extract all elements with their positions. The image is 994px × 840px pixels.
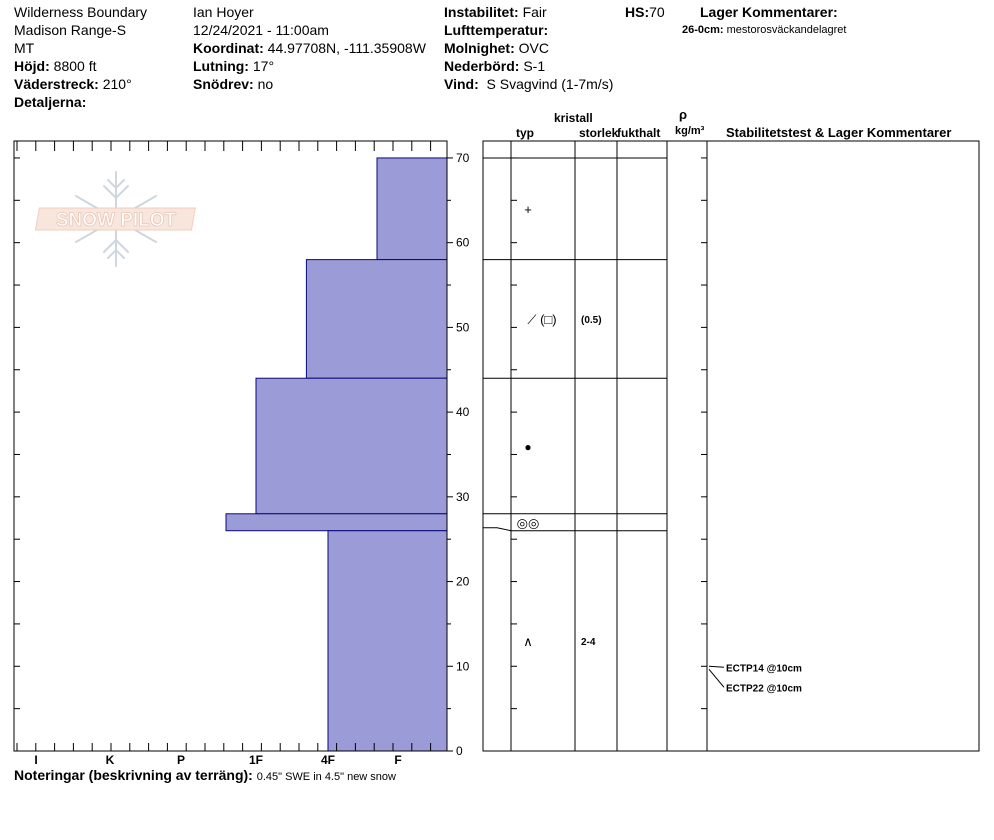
hs-label: HS: <box>625 4 650 20</box>
hardness-tick-label: I <box>34 753 37 767</box>
slope-label: Lutning: <box>193 58 249 74</box>
stability-test-label: ECTP22 @10cm <box>726 683 802 694</box>
instability-label: Instabilitet: <box>444 4 519 20</box>
grain-type-symbol: ⟋ (□) <box>527 312 556 327</box>
hardness-bar <box>225 513 448 532</box>
hardness-frame <box>13 140 448 752</box>
stability-test-label: ECTP14 @10cm <box>726 663 802 674</box>
test-pointer <box>708 665 725 668</box>
instability-value: Fair <box>522 4 547 20</box>
grain-type-symbol: + <box>524 202 532 217</box>
depth-tick-label: 70 <box>456 151 470 165</box>
wind-value: S Svagvind (1-7m/s) <box>486 76 614 92</box>
layer-comment: 26-0cm: mestorosväckandelagret <box>682 24 846 37</box>
instability-field: Instabilitet: Fair <box>444 3 547 21</box>
elevation-label: Höjd: <box>14 58 50 74</box>
col-tests: Stabilitetstest & Lager Kommentarer <box>726 125 952 140</box>
hardness-tick-label: P <box>177 753 185 767</box>
layer-comment-text: mestorosväckandelagret <box>726 24 847 36</box>
col-rho: ρ <box>679 107 688 122</box>
test-pointer <box>708 668 725 688</box>
snowpilot-logo: SNOW PILOT <box>34 171 196 267</box>
depth-tick-label: 30 <box>456 490 470 504</box>
blowing-snow-field: Snödrev: no <box>193 75 273 93</box>
aspect-label: Väderstreck: <box>14 76 99 92</box>
hs-field: HS:70 <box>625 3 665 21</box>
elevation-value: 8800 ft <box>53 58 97 74</box>
layer-comments-title: Lager Kommentarer: <box>700 4 838 20</box>
grain-table-frame <box>482 140 980 752</box>
col-storlek: storlek <box>579 126 619 140</box>
observation-datetime: 12/24/2021 - 11:00am <box>193 22 329 38</box>
grain-type-symbol: ● <box>524 440 531 454</box>
grain-table: + ⟋ (□) (0.5) ● ◎◎ ∧ 2-4 ECTP14 @10cm ECTP22 @10… <box>482 140 980 752</box>
terrain-notes: Noteringar (beskrivning av terräng): 0.4… <box>14 766 396 784</box>
grain-type-symbol: ∧ <box>523 634 533 649</box>
blowing-snow-label: Snödrev: <box>193 76 254 92</box>
air-temp-label: Lufttemperatur: <box>444 22 549 38</box>
hardness-bar <box>305 259 448 379</box>
wind-label: Vind: <box>444 76 479 92</box>
precip-field: Nederbörd: S-1 <box>444 57 545 75</box>
hardness-bar <box>255 377 448 515</box>
sky-label: Molnighet: <box>444 40 515 56</box>
state-name: MT <box>14 40 35 56</box>
observer-name: Ian Hoyer <box>193 4 254 20</box>
terrain-notes-label: Noteringar (beskrivning av terräng): <box>14 767 253 783</box>
col-density-unit: kg/m³ <box>675 125 705 137</box>
blowing-snow-value: no <box>257 76 274 92</box>
range-name: Madison Range-S <box>14 22 127 38</box>
depth-tick-label: 60 <box>456 236 470 250</box>
elevation-field: Höjd: 8800 ft <box>14 57 96 75</box>
hardness-tick-label: F <box>394 753 401 767</box>
layer-comment-range: 26-0cm: <box>682 24 724 36</box>
hardness-tick-label: K <box>106 753 115 767</box>
aspect-field: Väderstreck: 210° <box>14 75 132 93</box>
col-fukthalt: fukthalt <box>617 126 661 140</box>
hardness-bar <box>376 157 448 261</box>
hardness-tick-label: 1F <box>249 753 263 767</box>
chart-frame: 0 10 20 30 40 50 60 70 I K P 1F 4F F <box>13 140 470 767</box>
hardness-bars <box>225 157 448 752</box>
location-name: Wilderness Boundary <box>14 4 148 20</box>
col-kristall: kristall <box>554 111 593 125</box>
hs-value: 70 <box>649 4 665 20</box>
depth-tick-label: 40 <box>456 405 470 419</box>
hardness-tick-label: 4F <box>321 753 335 767</box>
coordinates-label: Koordinat: <box>193 40 264 56</box>
aspect-value: 210° <box>102 76 132 92</box>
coordinates-value: 44.97708N, -111.35908W <box>267 40 426 56</box>
precip-value: S-1 <box>523 58 546 74</box>
hardness-bar <box>327 530 448 752</box>
coordinates-field: Koordinat: 44.97708N, -111.35908W <box>193 39 426 57</box>
depth-tick-label: 20 <box>456 575 470 589</box>
boundary-connector <box>483 527 512 532</box>
sky-field: Molnighet: OVC <box>444 39 549 57</box>
sky-value: OVC <box>518 40 549 56</box>
details-label: Detaljerna: <box>14 94 87 110</box>
depth-tick-label: 50 <box>456 320 470 334</box>
col-typ: typ <box>516 126 534 140</box>
wind-field: Vind: S Svagvind (1-7m/s) <box>444 75 613 93</box>
grain-size-label: (0.5) <box>581 315 602 326</box>
terrain-notes-value: 0.45" SWE in 4.5" new snow <box>256 771 396 783</box>
slope-field: Lutning: 17° <box>193 57 274 75</box>
grain-size-label: 2-4 <box>581 637 596 648</box>
svg-text:SNOW PILOT: SNOW PILOT <box>56 210 177 231</box>
slope-value: 17° <box>252 58 275 74</box>
depth-tick-label: 10 <box>456 659 470 673</box>
precip-label: Nederbörd: <box>444 58 520 74</box>
depth-tick-label: 0 <box>456 744 463 758</box>
grain-type-symbol: ◎◎ <box>517 515 540 530</box>
